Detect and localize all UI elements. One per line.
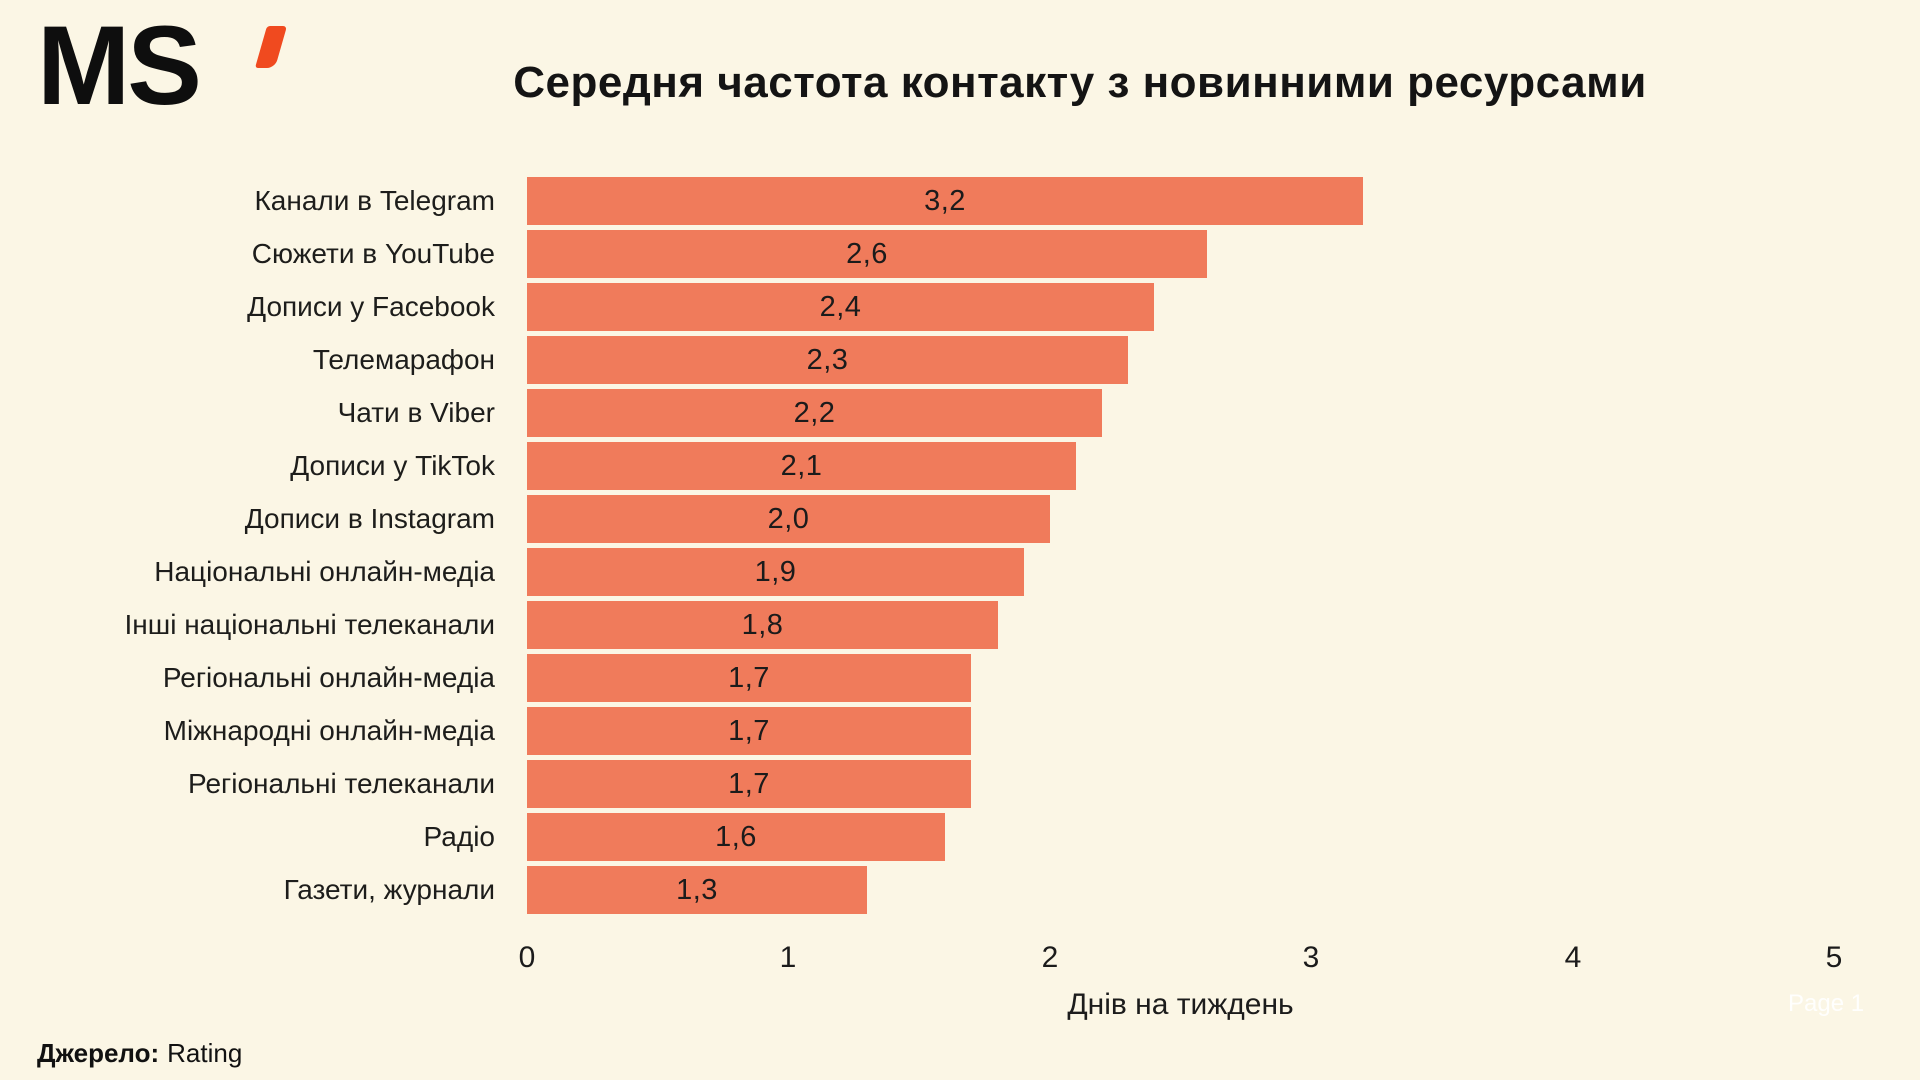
- bar-value-label: 2,6: [846, 237, 888, 270]
- category-label: Канали в Telegram: [254, 185, 496, 216]
- bar: 2,4: [527, 283, 1154, 331]
- bar: 2,3: [527, 336, 1128, 384]
- category-label: Радіо: [423, 821, 495, 852]
- bar: 2,2: [527, 389, 1102, 437]
- category-label: Міжнародні онлайн-медіа: [163, 715, 495, 746]
- bar-value-label: 1,7: [728, 767, 770, 800]
- bar: 1,7: [527, 654, 971, 702]
- bar-value-label: 1,8: [741, 608, 784, 641]
- page-number-label: Page 1: [1788, 990, 1865, 1017]
- bar: 3,2: [527, 177, 1363, 225]
- chart-row: Регіональні телеканали 1,7: [0, 760, 1920, 808]
- chart-row: Регіональні онлайн-медіа 1,7: [0, 654, 1920, 702]
- bar: 1,7: [527, 707, 971, 755]
- chart-title: Середня частота контакту з новинними рес…: [513, 58, 1647, 107]
- chart-row: Газети, журнали 1,3: [0, 866, 1920, 914]
- x-axis-tick: 4: [1564, 941, 1582, 974]
- bar-value-label: 2,1: [780, 449, 823, 482]
- chart-row: Національні онлайн-медіа 1,9: [0, 548, 1920, 596]
- category-label: Регіональні онлайн-медіа: [162, 662, 495, 693]
- chart-row: Інші національні телеканали 1,8: [0, 601, 1920, 649]
- chart-row: Дописи у Facebook 2,4: [0, 283, 1920, 331]
- bar-value-label: 1,3: [676, 873, 718, 906]
- bar: 1,6: [527, 813, 945, 861]
- chart-row: Міжнародні онлайн-медіа 1,7: [0, 707, 1920, 755]
- bar: 2,1: [527, 442, 1076, 490]
- x-axis-label: Днів на тиждень: [1067, 988, 1294, 1021]
- bar-value-label: 1,7: [728, 661, 770, 694]
- logo-text: MS: [37, 3, 202, 128]
- bar-value-label: 2,2: [793, 396, 836, 429]
- bar-value-label: 2,3: [806, 343, 849, 376]
- x-axis-tick: 0: [518, 941, 536, 974]
- category-label: Телемарафон: [312, 344, 495, 375]
- source-label: Джерело:: [37, 1038, 160, 1068]
- category-label: Національні онлайн-медіа: [154, 556, 495, 587]
- logo: MS: [37, 10, 307, 130]
- bar: 1,7: [527, 760, 971, 808]
- chart-row: Канали в Telegram 3,2: [0, 177, 1920, 225]
- chart-row: Телемарафон 2,3: [0, 336, 1920, 384]
- bar-value-label: 3,2: [924, 184, 966, 217]
- category-label: Дописи у TikTok: [290, 450, 495, 481]
- bar: 2,0: [527, 495, 1050, 543]
- chart-row: Дописи у TikTok 2,1: [0, 442, 1920, 490]
- chart-row: Сюжети в YouTube 2,6: [0, 230, 1920, 278]
- category-label: Сюжети в YouTube: [251, 238, 495, 269]
- source-note: Джерело: Rating: [37, 1038, 242, 1069]
- category-label: Дописи у Facebook: [247, 291, 495, 322]
- category-label: Чати в Viber: [337, 397, 495, 428]
- bar: 1,8: [527, 601, 998, 649]
- bar: 1,3: [527, 866, 867, 914]
- bar: 2,6: [527, 230, 1207, 278]
- chart-row: Дописи в Instagram 2,0: [0, 495, 1920, 543]
- bar-value-label: 2,0: [767, 502, 810, 535]
- bar-value-label: 1,6: [715, 820, 757, 853]
- chart-row: Радіо 1,6: [0, 813, 1920, 861]
- bar: 1,9: [527, 548, 1024, 596]
- x-axis-tick: 5: [1825, 941, 1843, 974]
- category-label: Газети, журнали: [283, 874, 495, 905]
- x-axis-tick: 3: [1302, 941, 1320, 974]
- chart-row: Чати в Viber 2,2: [0, 389, 1920, 437]
- x-axis-tick: 1: [779, 941, 797, 974]
- bar-value-label: 1,9: [754, 555, 797, 588]
- category-label: Регіональні телеканали: [188, 768, 495, 799]
- bar-value-label: 2,4: [819, 290, 862, 323]
- bar-value-label: 1,7: [728, 714, 770, 747]
- source-value: Rating: [167, 1038, 243, 1068]
- x-axis-tick: 2: [1041, 941, 1059, 974]
- category-label: Дописи в Instagram: [244, 503, 495, 534]
- category-label: Інші національні телеканали: [124, 609, 495, 640]
